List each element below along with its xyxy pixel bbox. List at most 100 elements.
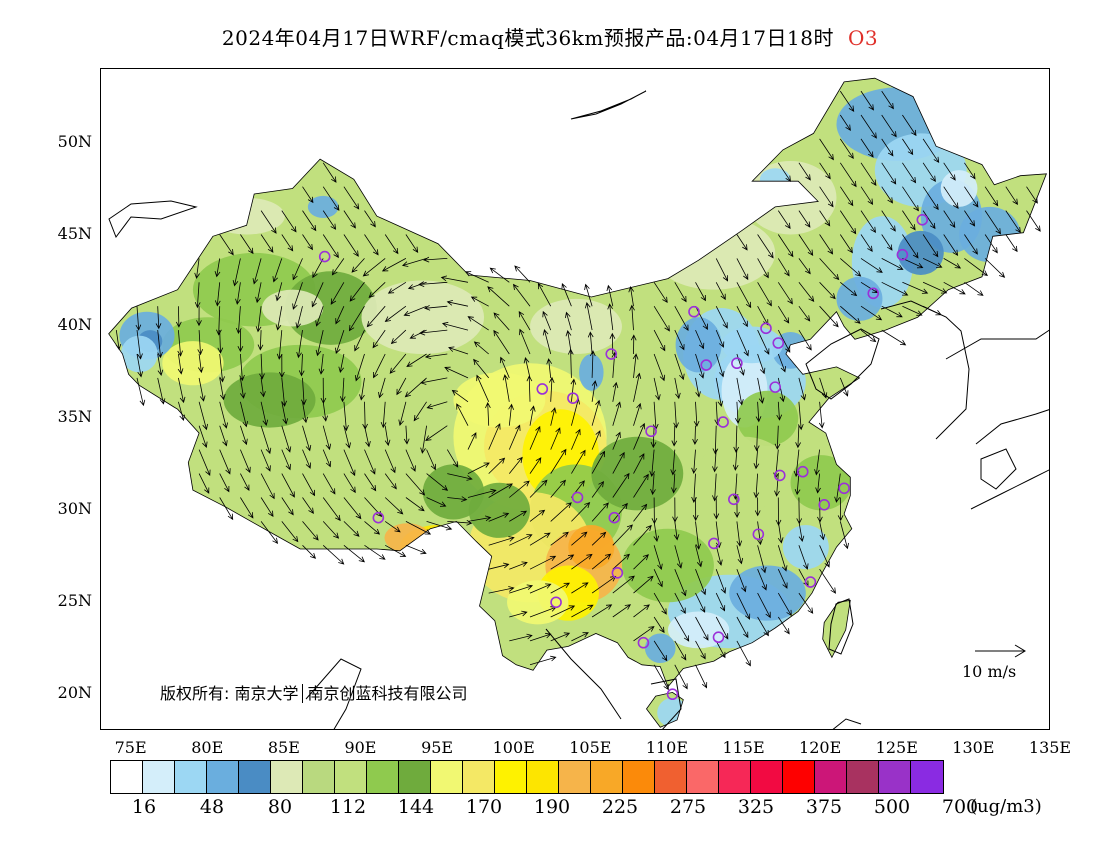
wind-arrow: [839, 377, 849, 397]
wind-arrow: [318, 353, 325, 375]
wind-arrow: [403, 425, 410, 445]
wind-arrow: [488, 586, 515, 594]
wind-arrow: [405, 473, 426, 496]
wind-arrow: [591, 604, 613, 618]
wind-arrow: [943, 210, 956, 228]
wind-arrow: [633, 473, 649, 498]
wind-arrow: [529, 509, 546, 522]
wind-arrow: [839, 114, 851, 131]
wind-arrow: [550, 632, 571, 642]
wind-arrow: [653, 640, 668, 662]
wind-arrow: [757, 545, 767, 574]
wind-arrow: [736, 306, 748, 328]
concentration-patch: [744, 160, 837, 235]
station-marker: [772, 337, 785, 349]
wind-arrow: [196, 306, 202, 327]
wind-arrow: [240, 473, 250, 491]
wind-arrow: [633, 554, 649, 570]
wind-arrow: [322, 497, 341, 522]
wind-arrow: [881, 258, 904, 270]
wind-arrow: [349, 282, 365, 302]
wind-arrow: [1026, 210, 1041, 232]
wind-arrow: [674, 545, 683, 569]
wind-arrow: [651, 497, 658, 525]
wind-arrow: [881, 329, 907, 346]
wind-arrow: [650, 473, 656, 496]
wind-arrow: [403, 305, 427, 317]
colorbar-swatch: [303, 761, 335, 793]
wind-arrow: [467, 488, 497, 498]
colorbar-swatch: [431, 761, 463, 793]
wind-arrow: [734, 497, 740, 519]
wind-arrow: [839, 521, 849, 550]
wind-arrow: [860, 138, 874, 158]
wind-arrow: [322, 473, 336, 495]
wind-arrow: [757, 592, 771, 619]
station-marker: [804, 576, 817, 588]
lon-tick-label: 120E: [799, 738, 842, 757]
wind-arrow: [633, 453, 645, 474]
wind-arrow: [591, 399, 601, 426]
wind-arrow: [571, 553, 593, 570]
wind-arrow: [591, 502, 609, 522]
lon-tick-label: 135E: [1028, 738, 1072, 757]
wind-arrow: [819, 305, 839, 328]
wind-arrow: [589, 350, 596, 378]
wind-arrow: [819, 138, 834, 161]
wind-arrow: [302, 425, 312, 452]
wind-arrow: [322, 186, 340, 211]
wind-arrow: [302, 401, 309, 424]
wind-arrow: [732, 449, 739, 471]
wind-arrow: [591, 380, 598, 402]
wind-arrow: [571, 632, 589, 642]
wind-arrow: [281, 234, 294, 252]
concentration-patch: [223, 372, 316, 428]
wind-arrow: [197, 353, 204, 374]
colorbar-swatch: [527, 761, 559, 793]
wind-arrow: [814, 449, 820, 476]
wind-arrow: [364, 449, 376, 475]
wind-arrow: [674, 616, 690, 642]
wind-arrow: [488, 483, 513, 498]
wind-arrow: [653, 329, 666, 352]
wind-arrow: [177, 330, 183, 357]
wind-arrow: [518, 310, 531, 331]
wind-arrow: [777, 329, 791, 353]
wind-arrow: [561, 282, 572, 307]
lon-tick-label: 105E: [569, 738, 612, 757]
wind-arrow: [630, 334, 637, 355]
station-marker: [318, 250, 331, 263]
wind-arrow: [628, 286, 635, 307]
wind-arrow: [818, 401, 825, 429]
wind-arrow: [819, 282, 836, 300]
wind-arrow: [964, 186, 979, 208]
wind-arrow: [260, 521, 279, 545]
wind-arrow: [550, 407, 557, 426]
wind-arrow: [384, 521, 401, 533]
wind-arrow: [964, 234, 978, 255]
wind-arrow: [380, 401, 387, 429]
wind-arrow: [488, 423, 501, 450]
wind-arrow: [777, 353, 786, 373]
wind-arrow: [692, 425, 698, 445]
wind-arrow: [712, 473, 718, 502]
wind-arrow: [389, 353, 407, 374]
wind-arrow: [420, 425, 427, 454]
wind-arrow: [216, 306, 222, 336]
wind-arrow: [736, 329, 749, 357]
wind-arrow: [757, 234, 774, 259]
colorbar-swatch: [495, 761, 527, 793]
wind-arrow: [964, 162, 976, 180]
wind-arrow: [653, 545, 663, 571]
wind-arrow: [446, 449, 459, 468]
wind-arrow: [550, 479, 566, 498]
wind-arrow: [775, 497, 782, 526]
wind-arrow: [523, 357, 531, 378]
wind-arrow: [922, 162, 936, 183]
wind-arrow: [550, 531, 569, 546]
wind-arrow: [673, 521, 680, 541]
wind-arrow: [674, 329, 685, 351]
wind-arrow: [488, 562, 510, 570]
colorbar-swatch: [239, 761, 271, 793]
wind-arrow: [529, 479, 548, 498]
